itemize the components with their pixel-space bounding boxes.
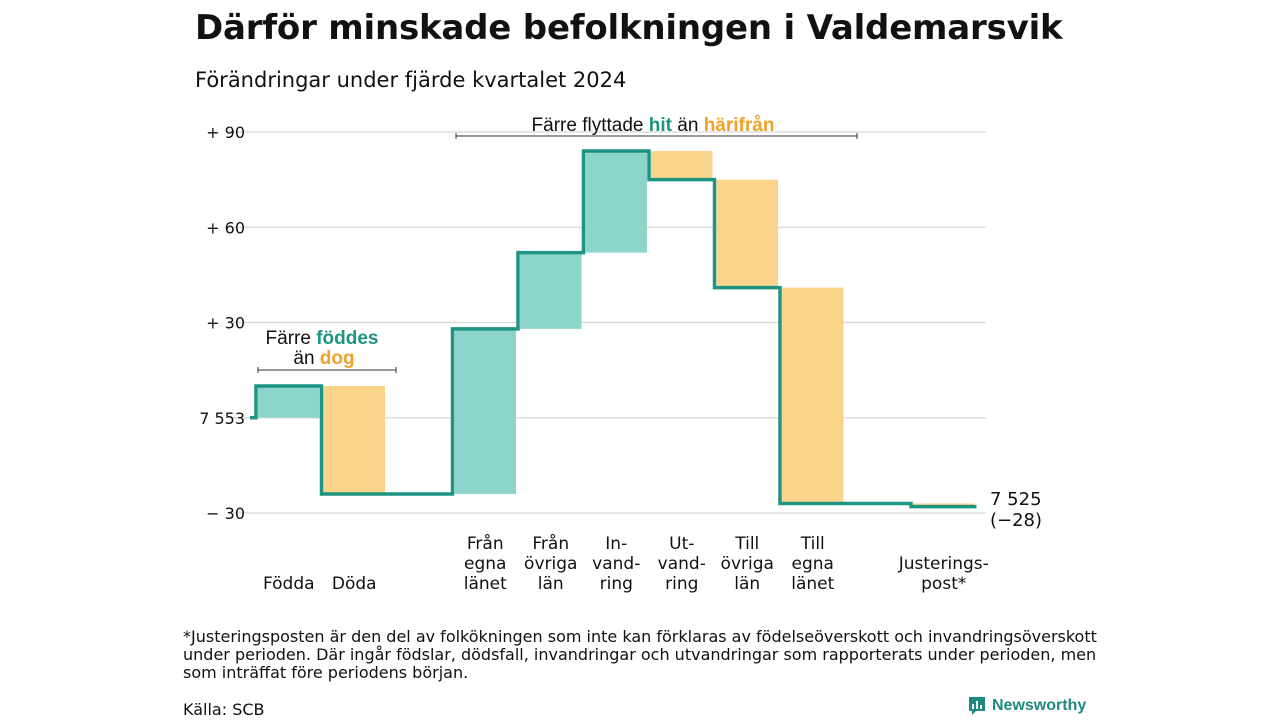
y-tick-label-2: + 30	[206, 314, 245, 333]
annotation-birth-line2: än dog	[293, 348, 354, 369]
end-label-1: (−28)	[990, 510, 1042, 531]
end-value-label: 7 525(−28)	[990, 489, 1042, 531]
y-tick-label-0: + 90	[206, 123, 245, 142]
x-category-labels: Födda DödaFrånegnalänetFrånövrigalänIn-va…	[263, 533, 989, 594]
x-label-4-2: län	[538, 574, 564, 594]
bar-0	[258, 386, 320, 418]
x-label-3-1: egna	[464, 554, 506, 574]
x-label-7-2: län	[734, 574, 760, 594]
bars	[258, 151, 975, 507]
y-tick-label-1: + 60	[206, 218, 245, 237]
x-label-7-0: Till	[734, 534, 759, 554]
newsworthy-logo-icon	[969, 697, 985, 715]
x-label-8-1: egna	[792, 554, 834, 574]
x-label-3-0: Från	[467, 533, 504, 554]
x-label-10-0: Justerings-	[898, 554, 989, 574]
bar-4	[520, 252, 582, 329]
x-label-6-1: vand-	[658, 554, 706, 574]
footnote: *Justeringsposten är den del av folkökni…	[183, 627, 1097, 682]
running-total-line	[250, 149, 977, 509]
chart-title: Därför minskade befolkningen i Valdemars…	[195, 8, 1063, 48]
chart-subtitle: Förändringar under fjärde kvartalet 2024	[195, 68, 627, 92]
end-label-0: 7 525	[990, 489, 1042, 510]
y-tick-label-4: − 30	[206, 504, 245, 523]
x-label-0-0: Födda	[263, 574, 315, 594]
x-label-6-0: Ut-	[669, 534, 694, 554]
annotation-migration: Färre flyttade hit än härifrån	[532, 115, 775, 136]
x-label-5-2: ring	[600, 574, 633, 594]
x-label-8-0: Till	[800, 534, 825, 554]
bar-7	[716, 179, 778, 288]
x-label-10-1: post*	[921, 574, 966, 594]
brand-logo: Newsworthy	[968, 696, 1086, 716]
x-label-3-2: länet	[464, 574, 507, 594]
source-label: Källa: SCB	[183, 700, 265, 719]
x-label-7-1: övriga	[721, 554, 774, 574]
x-label-5-0: In-	[605, 534, 627, 554]
y-tick-labels: + 90 + 60 + 30 7 553 − 30	[199, 123, 245, 523]
x-label-5-1: vand-	[592, 554, 640, 574]
x-label-1-0: Döda	[332, 574, 377, 594]
bar-1	[323, 386, 385, 494]
annotation-birth-line1: Färre föddes	[266, 328, 379, 349]
bar-8	[782, 287, 844, 504]
x-label-8-2: länet	[791, 574, 834, 594]
bar-5	[585, 151, 647, 253]
y-tick-label-3: 7 553	[199, 409, 245, 428]
waterfall-chart: + 90+ 60+ 307 553− 30 Födda DödaFrånegnal…	[199, 115, 1042, 594]
bar-6	[651, 151, 713, 180]
x-label-6-2: ring	[665, 574, 698, 594]
x-label-4-0: Från	[532, 533, 569, 554]
x-label-4-1: övriga	[524, 554, 577, 574]
brand-name: Newsworthy	[992, 697, 1087, 714]
bar-3	[454, 328, 516, 494]
